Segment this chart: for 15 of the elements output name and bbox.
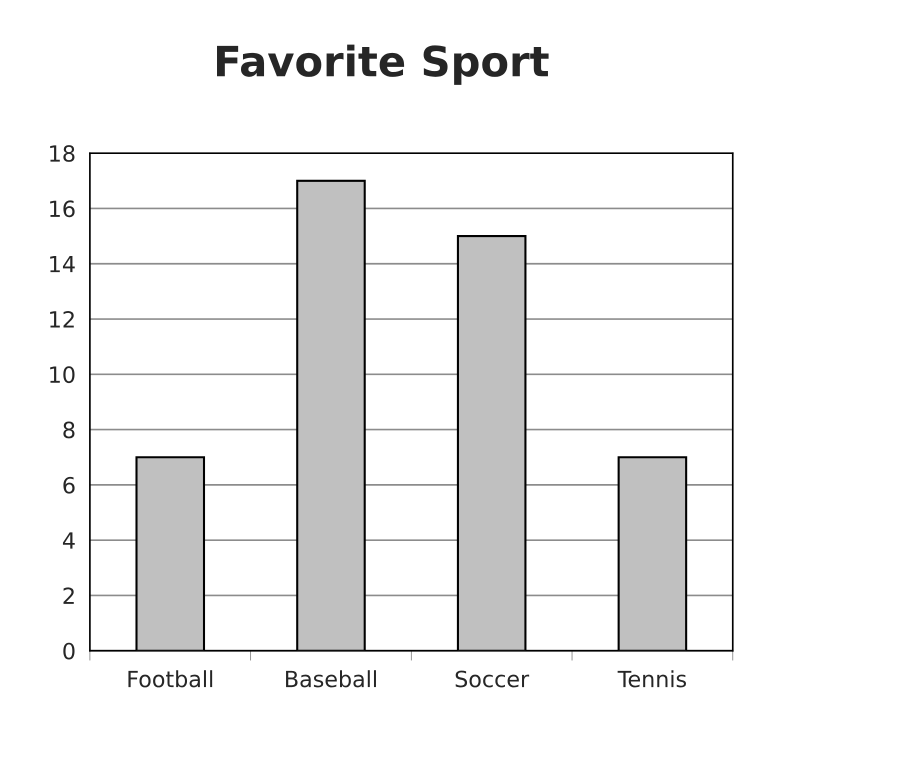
- y-tick-label: 12: [50, 310, 74, 328]
- x-tick-label: Tennis: [618, 670, 686, 688]
- y-tick-label: 14: [50, 256, 75, 272]
- y-tick-label: 10: [50, 366, 75, 384]
- y-tick-label: 4: [62, 532, 75, 549]
- y-tick-label: 8: [63, 422, 74, 438]
- y-tick-label: 0: [63, 642, 75, 660]
- x-tick-label: Football: [128, 670, 212, 688]
- x-tick-label: Soccer: [456, 670, 530, 688]
- y-tick-label: 16: [50, 200, 75, 218]
- x-tick-label: Baseball: [286, 670, 376, 688]
- y-tick-label: 2: [63, 587, 74, 604]
- chart-title: Favorite Sport: [217, 44, 549, 85]
- y-tick-label: 18: [50, 145, 74, 162]
- y-tick-label: 6: [63, 476, 75, 494]
